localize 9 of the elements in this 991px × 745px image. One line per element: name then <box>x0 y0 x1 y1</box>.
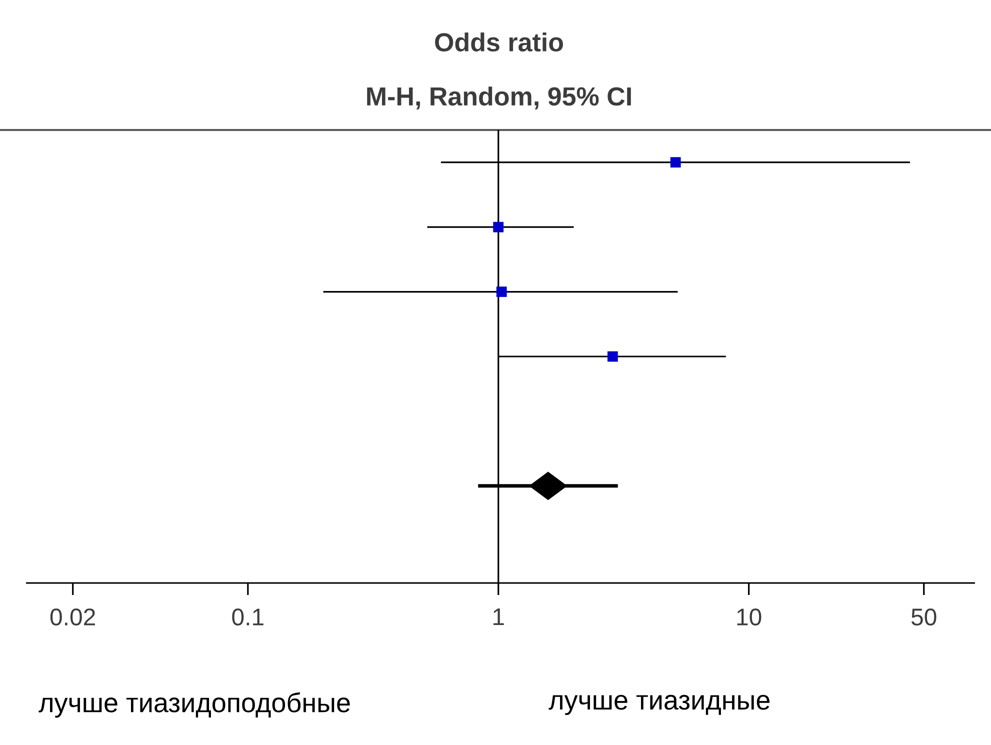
text: лучше тиазидные <box>548 694 770 716</box>
x-tick-label: 0.1 <box>232 608 264 626</box>
text: лучше тиазидоподобные <box>38 692 350 718</box>
chart-title: Odds ratio <box>435 32 563 52</box>
x-tick-label: 0.02 <box>50 608 95 626</box>
x-tick-label: 1 <box>494 608 504 626</box>
chart-subtitle: M-H, Random, 95% CI <box>367 86 631 110</box>
x-tick-label: 50 <box>911 608 936 626</box>
x-tick-label: 10 <box>737 608 762 626</box>
